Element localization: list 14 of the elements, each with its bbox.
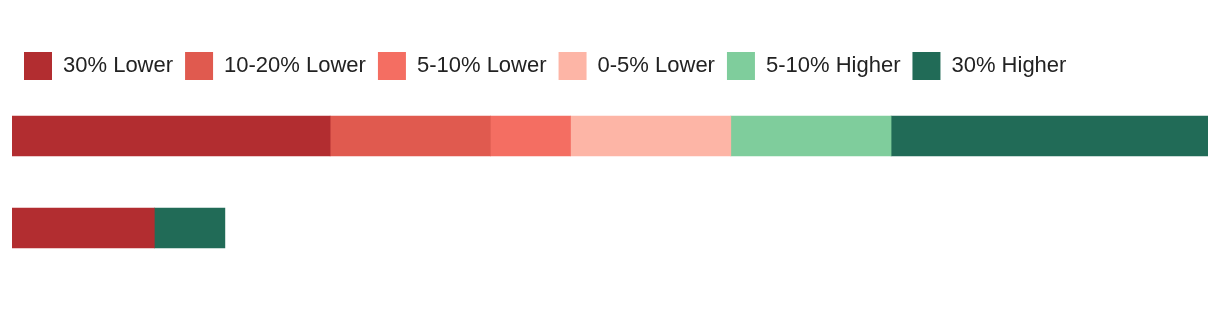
bar: [730, 115, 892, 157]
bar: [12, 115, 331, 157]
legend-label: 5-10% Lower: [416, 52, 547, 78]
legend-label: 10-20% Lower: [224, 52, 366, 78]
bar: [329, 115, 491, 157]
bar: [12, 207, 155, 249]
legend-label: 30% Higher: [951, 52, 1067, 78]
legend-label: 5-10% Higher: [765, 52, 901, 78]
legend-label: 30% Lower: [63, 52, 174, 78]
bar: [490, 115, 571, 157]
bar: [890, 115, 1208, 157]
bar: [153, 207, 226, 249]
bar: [570, 115, 732, 157]
legend-label: 0-5% Lower: [597, 52, 715, 78]
